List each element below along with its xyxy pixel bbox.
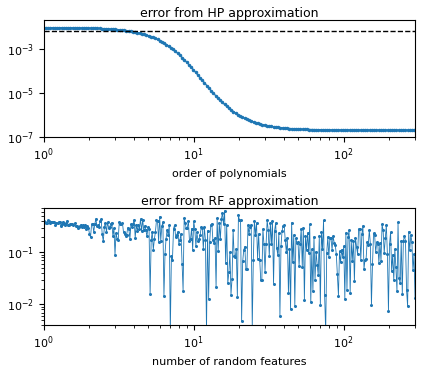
Title: error from RF approximation: error from RF approximation xyxy=(141,195,318,208)
X-axis label: number of random features: number of random features xyxy=(152,357,307,367)
X-axis label: order of polynomials: order of polynomials xyxy=(172,169,287,179)
Title: error from HP approximation: error from HP approximation xyxy=(140,7,319,20)
